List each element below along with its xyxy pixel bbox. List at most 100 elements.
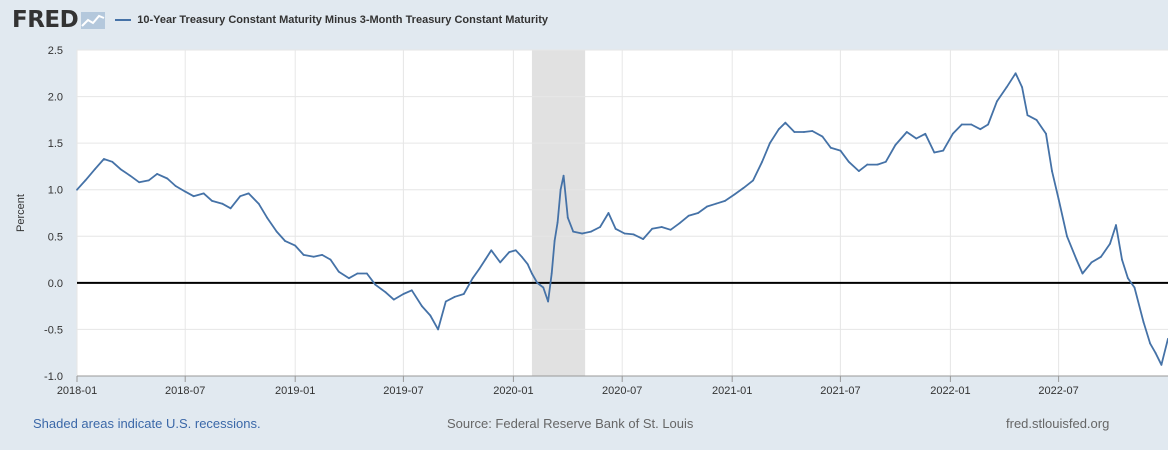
data-point — [553, 240, 556, 242]
x-tick-label: 2021-07 — [820, 385, 860, 397]
data-point — [531, 272, 533, 275]
y-tick-label: 0.5 — [48, 231, 63, 243]
data-point — [550, 272, 553, 275]
line-chart-icon — [81, 12, 106, 29]
data-point — [1090, 261, 1093, 264]
x-tick-label: 2018-01 — [57, 385, 97, 397]
data-point — [970, 123, 973, 126]
data-point — [499, 261, 502, 264]
data-point — [894, 144, 897, 146]
x-axis-ticks: 2018-01 2018-07 2019-01 2019-07 2020-01 2020-… — [57, 375, 1168, 397]
data-point — [1026, 114, 1029, 117]
data-point — [484, 258, 487, 261]
x-tick-label: 2020-01 — [493, 385, 533, 397]
series-line — [76, 72, 1168, 366]
data-point — [266, 216, 269, 219]
data-point — [462, 293, 465, 295]
data-point — [1075, 258, 1078, 261]
data-point — [724, 199, 726, 202]
data-point — [951, 132, 954, 135]
data-point — [138, 181, 141, 184]
data-point — [632, 233, 635, 236]
y-tick-label: 0.0 — [48, 278, 63, 290]
chart-header: FRED 10-Year Treasury Constant Maturity … — [12, 6, 548, 34]
data-point — [1115, 224, 1117, 227]
data-point — [866, 163, 869, 166]
data-point — [858, 170, 860, 172]
data-point — [453, 295, 456, 298]
data-point — [706, 205, 708, 208]
y-tick-label: 1.5 — [48, 138, 63, 150]
x-tick-label: 2022-07 — [1038, 385, 1078, 397]
data-point — [221, 202, 224, 205]
data-point — [321, 254, 324, 256]
data-point — [478, 267, 481, 270]
y-tick-label: -0.5 — [44, 324, 63, 336]
data-point — [166, 177, 169, 180]
recession-note[interactable]: Shaded areas indicate U.S. recessions. — [33, 416, 261, 431]
source-text: Source: Federal Reserve Bank of St. Loui… — [447, 416, 694, 431]
data-point — [429, 314, 432, 317]
data-point — [793, 131, 796, 133]
data-point — [559, 188, 562, 191]
data-point — [811, 130, 814, 132]
y-axis-label: Percent — [15, 194, 27, 232]
data-point — [356, 272, 359, 275]
data-point — [1133, 286, 1136, 289]
y-tick-label: -1.0 — [44, 371, 63, 383]
data-point — [410, 289, 413, 292]
data-point — [147, 179, 150, 182]
data-point — [821, 135, 824, 138]
x-tick-label: 2021-01 — [712, 385, 752, 397]
data-point — [687, 214, 690, 217]
grid-lines — [76, 49, 1168, 377]
y-tick-label: 1.0 — [48, 185, 63, 197]
data-point — [905, 131, 908, 133]
data-series — [76, 72, 1168, 366]
data-point — [660, 226, 663, 228]
data-point — [514, 249, 517, 252]
data-point — [348, 277, 350, 280]
data-point — [697, 212, 700, 214]
x-tick-label: 2018-07 — [165, 385, 205, 397]
data-point — [777, 128, 780, 131]
data-point — [94, 168, 96, 171]
data-point — [562, 174, 565, 177]
x-tick-label: 2020-07 — [602, 385, 642, 397]
data-point — [1160, 363, 1163, 366]
data-point — [1057, 198, 1060, 200]
data-point — [1142, 321, 1145, 323]
data-point — [366, 272, 368, 275]
x-tick-label: 2019-07 — [383, 385, 423, 397]
data-point — [642, 238, 645, 240]
data-point — [202, 192, 205, 195]
data-point — [942, 149, 945, 152]
data-point — [784, 121, 787, 124]
data-point — [623, 232, 626, 235]
data-point — [392, 298, 395, 301]
data-point — [257, 202, 260, 205]
data-point — [76, 188, 78, 191]
data-point — [374, 283, 377, 286]
fred-logo[interactable]: FRED — [12, 7, 106, 33]
data-point — [1066, 235, 1068, 238]
site-link[interactable]: fred.stlouisfed.org — [1006, 416, 1110, 431]
data-point — [581, 232, 584, 235]
data-point — [211, 199, 214, 202]
data-point — [312, 255, 315, 258]
data-point — [1045, 132, 1047, 135]
data-point — [669, 228, 672, 231]
data-point — [84, 179, 87, 182]
y-tick-label: 2.5 — [48, 45, 63, 57]
data-point — [742, 186, 745, 189]
data-point — [184, 190, 187, 193]
data-point — [761, 160, 763, 163]
data-point — [1051, 170, 1053, 172]
data-point — [996, 100, 998, 103]
data-point — [536, 281, 539, 284]
data-point — [402, 293, 405, 295]
data-point — [847, 160, 850, 163]
data-point — [924, 132, 927, 135]
data-point — [111, 160, 114, 163]
